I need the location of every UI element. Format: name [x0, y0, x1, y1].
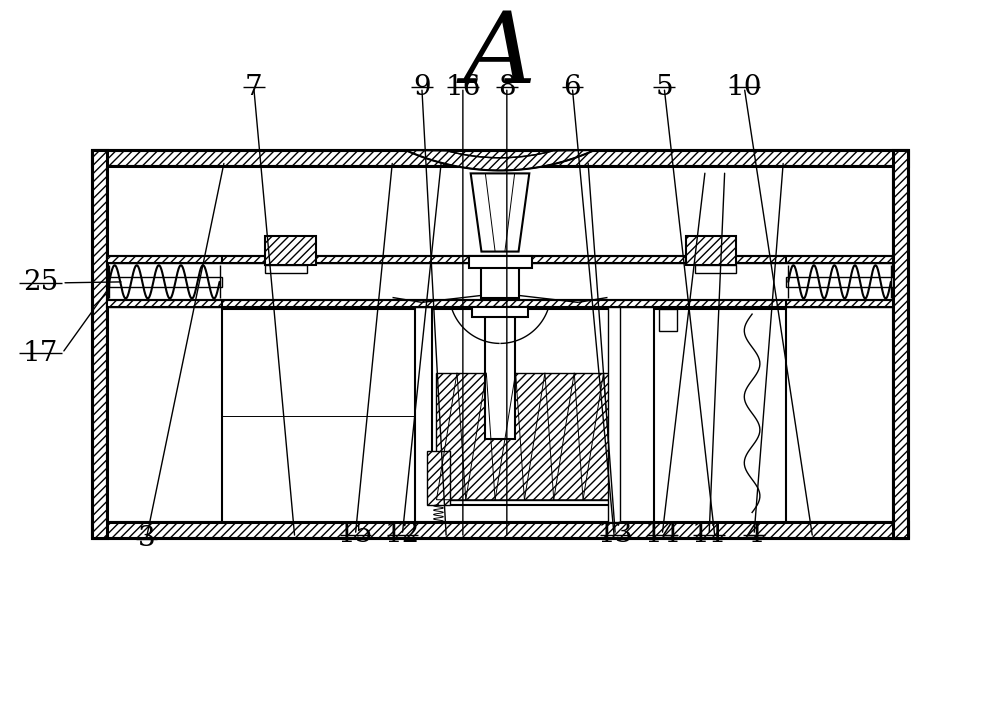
Bar — [427, 451, 450, 505]
Bar — [695, 265, 736, 273]
Bar — [893, 150, 908, 538]
Bar — [472, 307, 528, 317]
Text: 3: 3 — [137, 525, 155, 553]
Text: 5: 5 — [655, 74, 673, 101]
Text: A: A — [464, 8, 536, 104]
Bar — [654, 309, 786, 522]
Text: 16: 16 — [445, 74, 481, 101]
Text: 7: 7 — [245, 74, 263, 101]
Text: 9: 9 — [413, 74, 431, 101]
Text: 13: 13 — [598, 522, 633, 548]
Text: 15: 15 — [338, 522, 373, 548]
Text: 11: 11 — [691, 522, 727, 548]
Polygon shape — [406, 150, 594, 170]
Bar — [436, 373, 612, 500]
Text: 14: 14 — [645, 522, 680, 548]
Text: 12: 12 — [385, 522, 420, 548]
Text: 10: 10 — [727, 74, 762, 101]
Bar — [265, 236, 316, 265]
Bar — [432, 309, 617, 505]
Text: 4: 4 — [745, 522, 763, 548]
Bar — [686, 236, 736, 265]
Bar — [608, 307, 620, 522]
Bar — [659, 309, 677, 330]
Bar — [485, 307, 515, 439]
Text: 8: 8 — [498, 74, 516, 101]
Bar — [107, 300, 893, 307]
Text: 17: 17 — [23, 340, 58, 367]
Text: 6: 6 — [563, 74, 581, 101]
Polygon shape — [471, 174, 529, 252]
Text: 25: 25 — [23, 269, 58, 297]
Bar — [786, 277, 893, 287]
Bar — [469, 257, 532, 268]
Bar — [92, 150, 908, 166]
Bar — [222, 309, 415, 522]
Bar — [109, 277, 222, 287]
Bar — [265, 265, 307, 273]
Bar — [481, 265, 519, 299]
Bar — [92, 150, 107, 538]
Bar — [92, 522, 908, 538]
Bar — [107, 257, 893, 264]
